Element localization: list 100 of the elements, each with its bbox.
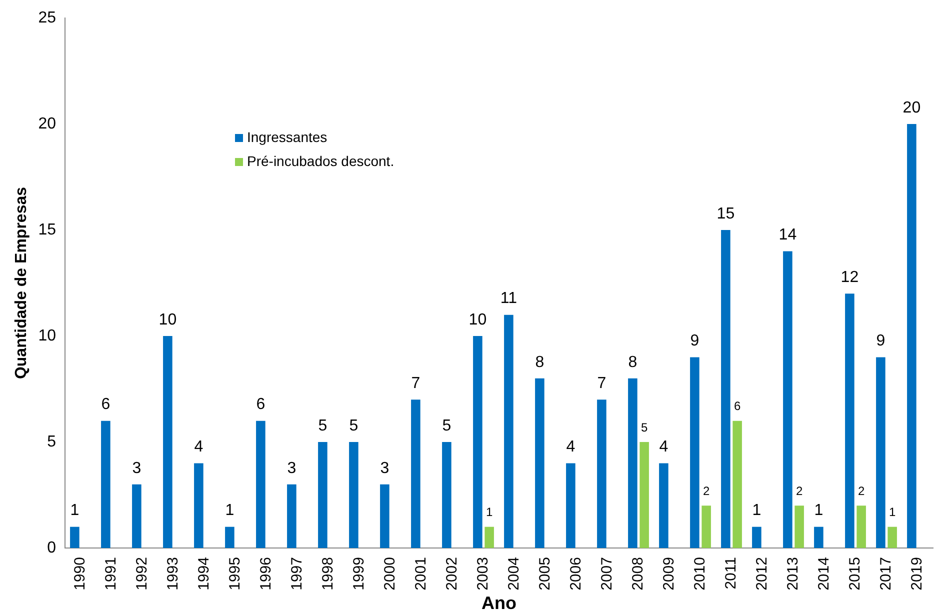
x-tick-label: 2007 (598, 557, 616, 590)
x-tick-label: 2000 (382, 557, 399, 590)
y-tick-label: 15 (38, 221, 56, 238)
bar (702, 506, 711, 548)
bar (132, 484, 142, 548)
data-label: 3 (132, 460, 142, 477)
bar (783, 251, 792, 548)
bar (287, 484, 296, 548)
bar (845, 294, 854, 548)
x-tick-label: 2011 (722, 557, 740, 590)
x-tick-label: 2005 (536, 557, 554, 590)
data-label: 2 (858, 484, 865, 498)
bar (888, 526, 897, 548)
bar (194, 463, 204, 548)
x-tick-label: 2008 (630, 557, 647, 590)
data-label: 6 (101, 396, 110, 414)
bar (349, 442, 358, 548)
bar (101, 420, 110, 548)
data-label: 9 (690, 332, 700, 350)
y-tick-label: 25 (38, 9, 56, 26)
data-label: 4 (194, 438, 204, 456)
x-tick-label: 2014 (816, 557, 833, 590)
data-label: 8 (535, 354, 544, 371)
data-label: 4 (566, 438, 576, 456)
x-tick-label: 1998 (320, 557, 337, 590)
data-label: 7 (597, 375, 606, 392)
bar (690, 357, 700, 548)
x-tick-label: 2013 (784, 557, 802, 590)
data-label: 2 (702, 484, 710, 498)
bar (318, 442, 328, 548)
y-tick-label: 10 (38, 327, 56, 344)
data-label: 2 (796, 484, 803, 498)
x-tick-label: 2006 (568, 557, 585, 590)
data-label: 8 (628, 354, 638, 371)
bar (794, 506, 804, 548)
x-tick-label: 2010 (692, 557, 709, 590)
bar (814, 526, 824, 548)
bar (856, 506, 866, 548)
x-tick-label: 1993 (164, 557, 182, 590)
data-label: 20 (902, 99, 921, 116)
data-label: 1 (225, 502, 234, 520)
x-tick-label: 1990 (72, 557, 89, 590)
x-tick-label: 2004 (506, 557, 523, 590)
bar (876, 357, 886, 548)
x-tick-label: 1997 (288, 557, 306, 590)
data-label: 11 (500, 290, 518, 308)
bar (535, 378, 544, 548)
bar (411, 400, 420, 548)
bar (163, 336, 172, 548)
y-tick-label: 20 (38, 115, 56, 132)
data-label: 5 (640, 420, 648, 434)
x-tick-label: 1992 (134, 557, 151, 590)
y-tick-label: 0 (47, 539, 56, 556)
bar (566, 463, 576, 548)
bar (504, 314, 514, 548)
data-label: 1 (888, 505, 896, 520)
data-label: 6 (256, 396, 266, 414)
data-label: 1 (486, 505, 493, 520)
bar (256, 420, 266, 548)
x-tick-label: 2009 (660, 557, 678, 590)
data-label: 9 (876, 332, 886, 350)
bar (732, 420, 742, 548)
x-tick-label: 2019 (908, 557, 926, 590)
bar (628, 378, 638, 548)
y-axis-title: Quantidade de Empresas (13, 186, 30, 380)
x-tick-label: 2003 (474, 557, 492, 590)
data-label: 1 (70, 502, 80, 520)
bar (484, 526, 494, 548)
bar (907, 124, 916, 548)
data-label: 1 (752, 502, 762, 520)
x-tick-label: 2002 (444, 557, 461, 590)
data-label: 4 (659, 438, 668, 456)
data-label: 12 (840, 269, 859, 286)
legend-label: Ingressantes (246, 128, 328, 145)
data-label: 1 (814, 502, 824, 520)
data-label: 14 (778, 226, 797, 244)
y-tick-label: 5 (47, 433, 56, 450)
bar (597, 400, 606, 548)
x-axis-title: Ano (482, 593, 516, 614)
data-label: 10 (158, 311, 177, 328)
bar (473, 336, 482, 548)
data-label: 10 (468, 311, 487, 328)
data-label: 7 (411, 375, 420, 392)
legend-label: Pré-incubados descont. (246, 152, 394, 169)
data-label: 5 (318, 417, 328, 434)
bar (225, 526, 234, 548)
x-tick-label: 2015 (846, 557, 864, 590)
data-label: 3 (380, 460, 390, 477)
x-tick-label: 2017 (878, 557, 895, 590)
x-tick-label: 2012 (754, 557, 771, 590)
bar (752, 526, 762, 548)
x-tick-label: 2001 (412, 557, 430, 590)
bar (721, 230, 730, 548)
x-tick-label: 1995 (226, 557, 244, 590)
bar (70, 526, 80, 548)
bar (442, 442, 452, 548)
data-label: 5 (349, 417, 358, 434)
data-label: 3 (287, 460, 296, 477)
bar (380, 484, 390, 548)
data-label: 6 (734, 399, 741, 414)
